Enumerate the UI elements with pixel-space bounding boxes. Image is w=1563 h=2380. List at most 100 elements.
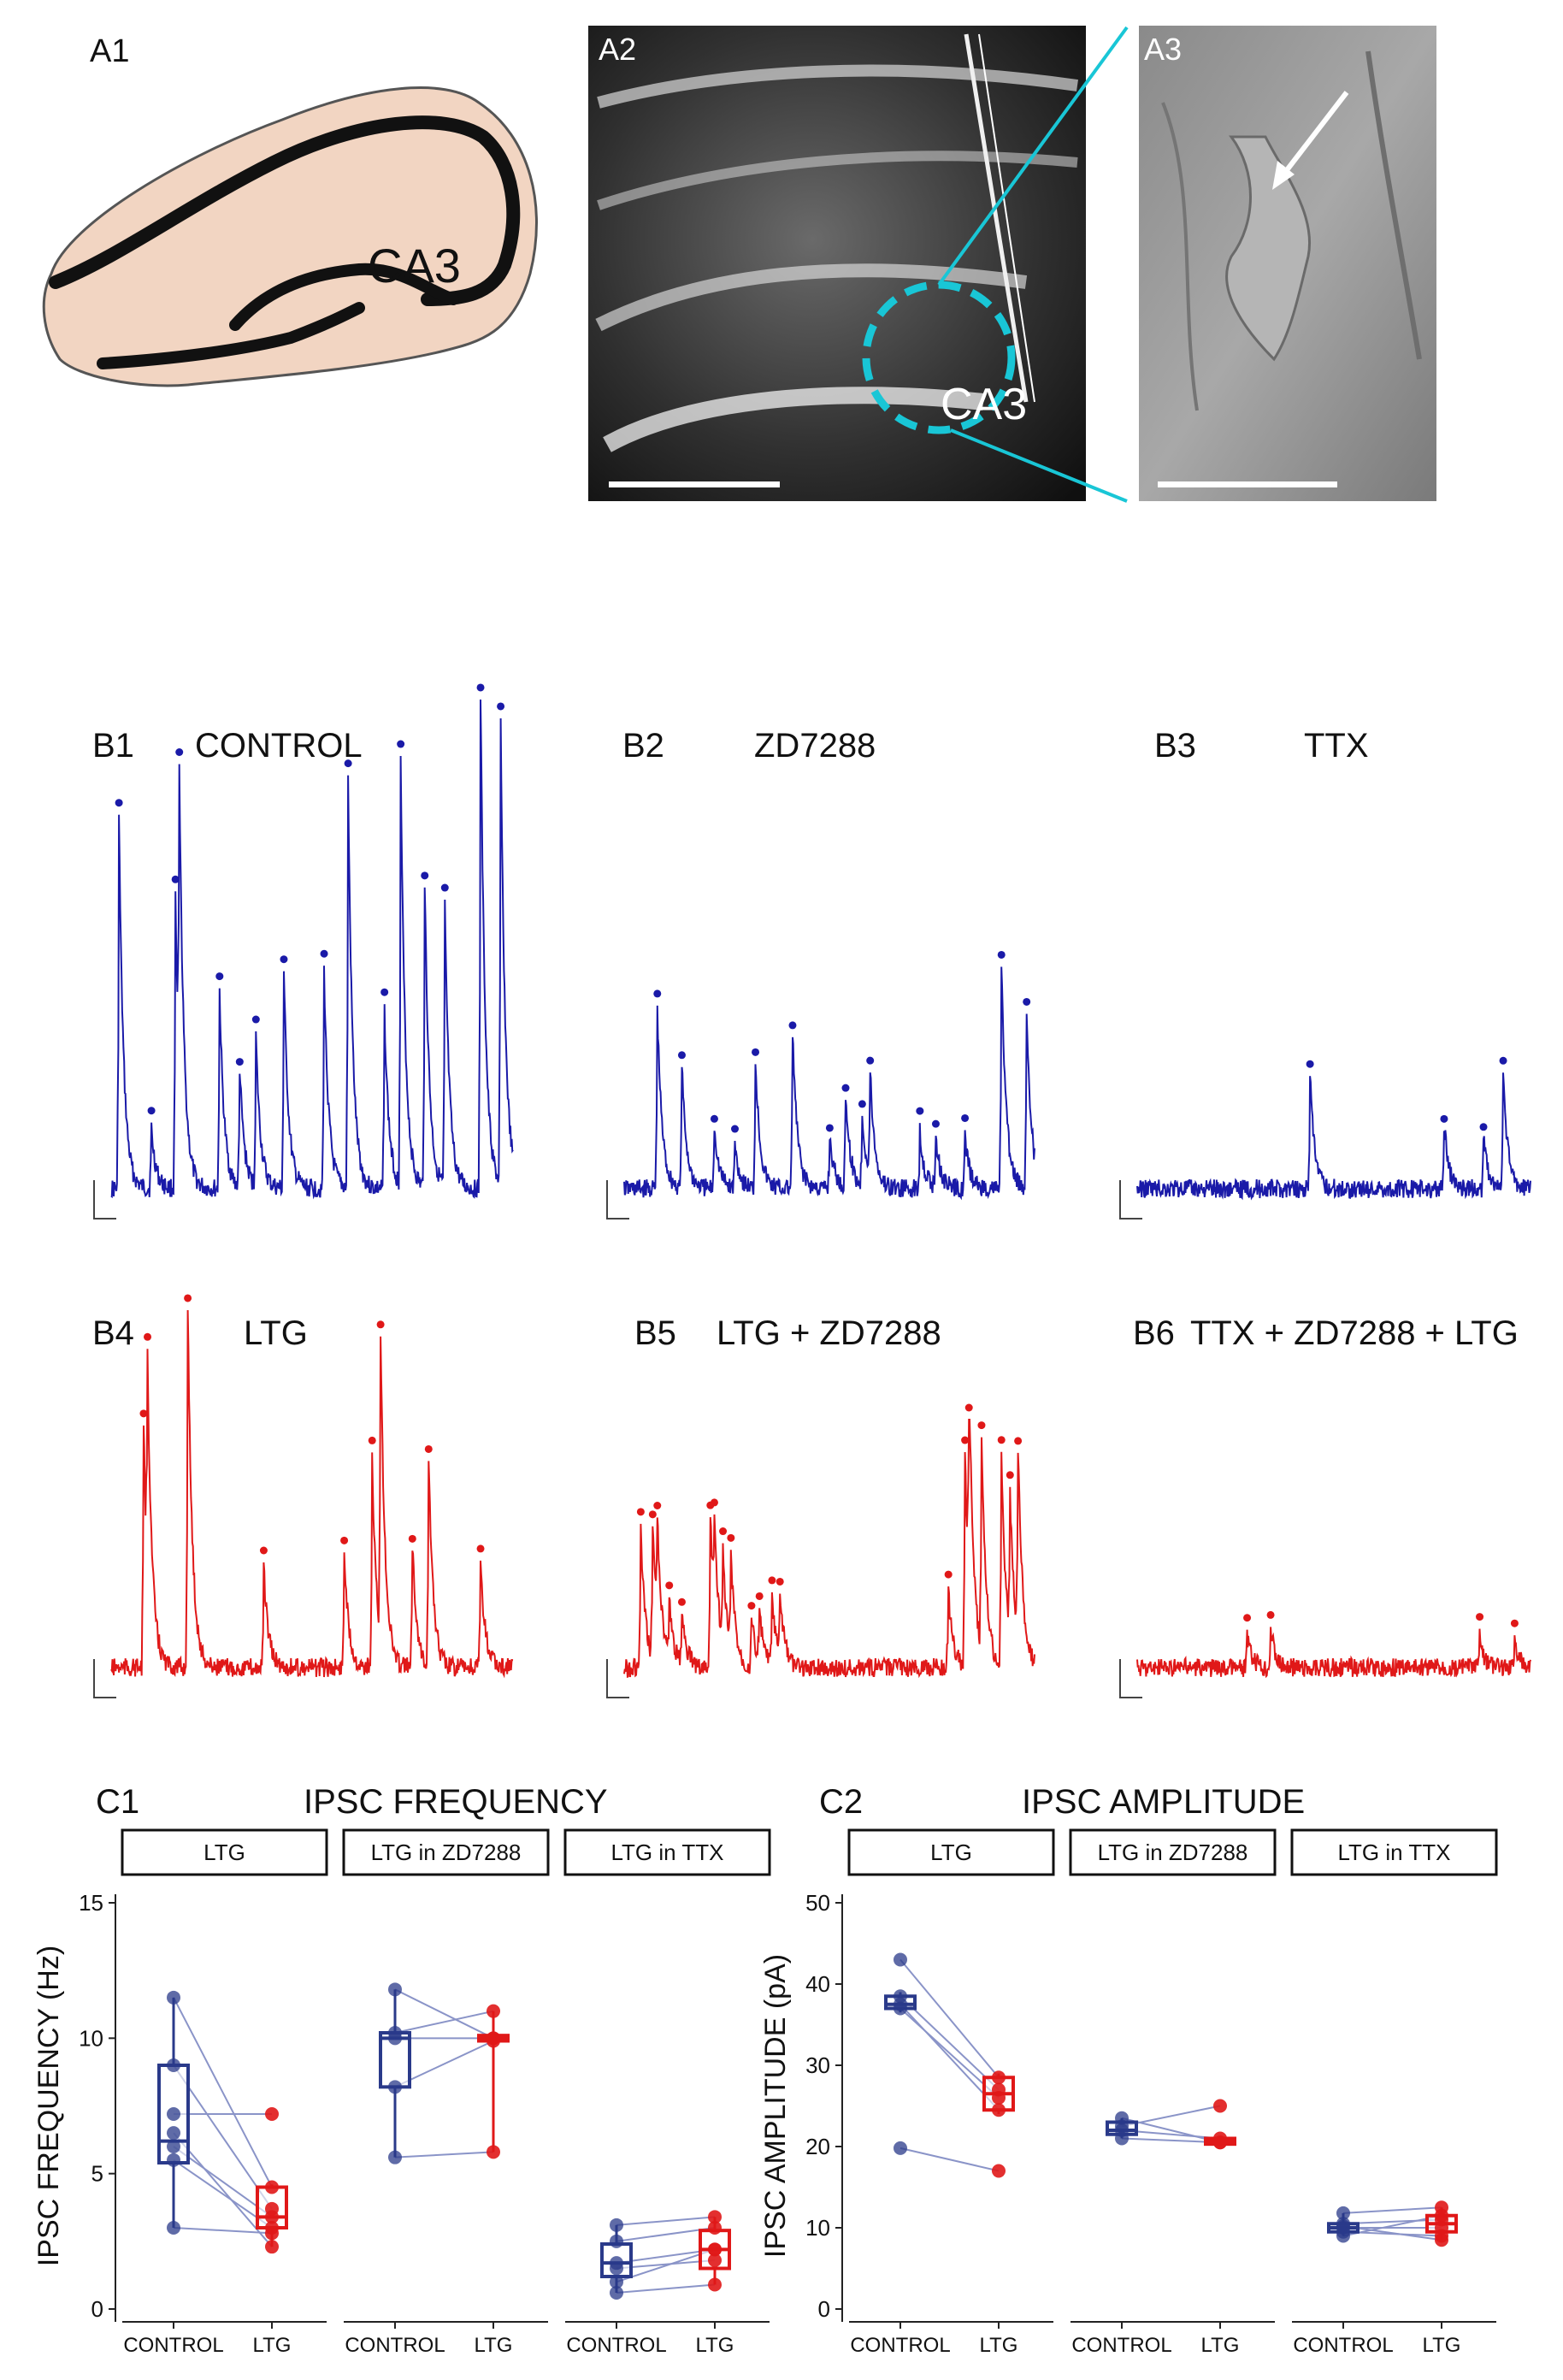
pair-line: [1121, 2137, 1221, 2144]
scale-bar-b6: [1119, 1659, 1142, 1698]
condition-label-b3: TTX: [1304, 727, 1369, 765]
event-marker: [1479, 1123, 1488, 1131]
facet-label: LTG in TTX: [1338, 1840, 1451, 1865]
event-marker: [376, 1320, 385, 1329]
event-marker: [665, 1581, 674, 1590]
ipsc-traces: [93, 683, 1531, 1698]
facet-header: [847, 1828, 1055, 1876]
pair-line: [899, 2147, 1000, 2172]
pair-line: [899, 1995, 1000, 2091]
ca-band: [49, 115, 521, 306]
chart-title-c2: IPSC AMPLITUDE: [1022, 1783, 1305, 1821]
event-marker: [320, 949, 328, 958]
event-marker: [440, 883, 449, 892]
y-axis-label: IPSC FREQUENCY (Hz): [32, 1946, 65, 2266]
event-marker: [497, 702, 505, 711]
data-point-ltg: [487, 2004, 500, 2018]
x-tick-label: CONTROL: [850, 2334, 950, 2357]
event-marker: [677, 1051, 686, 1060]
data-point-ltg: [265, 2180, 279, 2194]
condition-label-b6: TTX + ZD7288 + LTG: [1190, 1314, 1519, 1352]
slice-layer: [597, 151, 1078, 210]
data-point-ltg: [1435, 2208, 1448, 2223]
pair-line: [616, 2259, 716, 2270]
data-point-control: [167, 2107, 180, 2121]
slice-layer: [597, 64, 1078, 109]
data-point-control: [894, 2141, 907, 2155]
condition-label-b1: CONTROL: [195, 727, 363, 765]
scale-bar-b2: [606, 1180, 629, 1220]
event-marker: [825, 1124, 834, 1132]
event-marker: [408, 1534, 416, 1543]
event-marker: [752, 1048, 760, 1056]
dentate-band-upper: [229, 263, 459, 331]
condition-label-b4: LTG: [244, 1314, 308, 1352]
event-marker: [421, 871, 429, 880]
data-point-ltg: [708, 2210, 722, 2224]
data-point-ltg: [992, 2091, 1006, 2105]
event-marker: [1023, 997, 1031, 1006]
event-marker: [184, 1294, 192, 1302]
data-point-ltg: [992, 2164, 1006, 2178]
facet-label: LTG in ZD7288: [1098, 1840, 1248, 1865]
y-axis-label: IPSC AMPLITUDE (pA): [759, 1954, 792, 2258]
x-tick-label: CONTROL: [345, 2334, 445, 2357]
event-marker: [476, 683, 485, 692]
data-point-control: [894, 1952, 907, 1967]
panel-label-b3: B3: [1154, 727, 1196, 765]
data-point-control: [1336, 2229, 1350, 2243]
data-point-ltg: [487, 2145, 500, 2159]
data-point-ltg: [708, 2277, 722, 2292]
ipsc-charts: 0 5 10 15 IPSC FREQUENCY (Hz) LTG CONTROL LTG LT…: [32, 1828, 1498, 2357]
event-marker: [961, 1113, 970, 1122]
event-marker: [788, 1021, 797, 1030]
facet-label: LTG in ZD7288: [371, 1840, 522, 1865]
region-label-ca3: CA3: [368, 239, 461, 292]
data-point-control: [1336, 2206, 1350, 2220]
panel-label-a1: A1: [90, 33, 129, 69]
pair-line: [616, 2248, 716, 2283]
x-tick-label: LTG: [1423, 2334, 1461, 2357]
event-marker: [251, 1015, 260, 1024]
panel-label-b6: B6: [1133, 1314, 1175, 1352]
event-marker: [1006, 1471, 1014, 1479]
event-marker: [710, 1498, 718, 1507]
scale-bar-a2: [609, 481, 780, 487]
pair-line: [394, 2151, 494, 2159]
panel-label-b4: B4: [92, 1314, 134, 1352]
event-marker: [1510, 1619, 1519, 1627]
event-marker: [1306, 1060, 1314, 1068]
pair-line: [394, 2010, 494, 2034]
arrow-shaft: [1278, 91, 1349, 180]
pair-line: [1342, 2206, 1442, 2214]
data-point-ltg: [708, 2253, 722, 2267]
event-marker: [1476, 1613, 1484, 1621]
arrow-icon: [1272, 161, 1295, 190]
event-marker: [997, 1436, 1006, 1444]
pair-line: [173, 2132, 273, 2247]
data-point-control: [610, 2261, 623, 2276]
data-point-control: [167, 1990, 180, 2005]
hippocampus-schematic: CA3: [42, 86, 538, 387]
event-marker: [280, 955, 288, 964]
facet-label: LTG: [930, 1840, 972, 1865]
x-tick-label: LTG: [1201, 2334, 1240, 2357]
slice-layer: [603, 387, 985, 452]
event-marker: [397, 740, 405, 748]
panel-label-b1: B1: [92, 727, 134, 765]
event-marker: [747, 1602, 756, 1610]
data-point-ltg: [1213, 2099, 1227, 2113]
facet-header: [1290, 1828, 1498, 1876]
x-tick-label: CONTROL: [1293, 2334, 1393, 2357]
event-marker: [636, 1508, 645, 1516]
scale-bar-b5: [606, 1659, 629, 1698]
event-marker: [144, 1332, 152, 1341]
pair-line: [394, 2040, 494, 2088]
scale-bar-a3: [1158, 481, 1337, 487]
event-marker: [710, 1114, 718, 1123]
data-point-control: [1115, 2131, 1129, 2146]
trace-b1: [110, 699, 514, 1200]
event-marker: [727, 1533, 735, 1542]
